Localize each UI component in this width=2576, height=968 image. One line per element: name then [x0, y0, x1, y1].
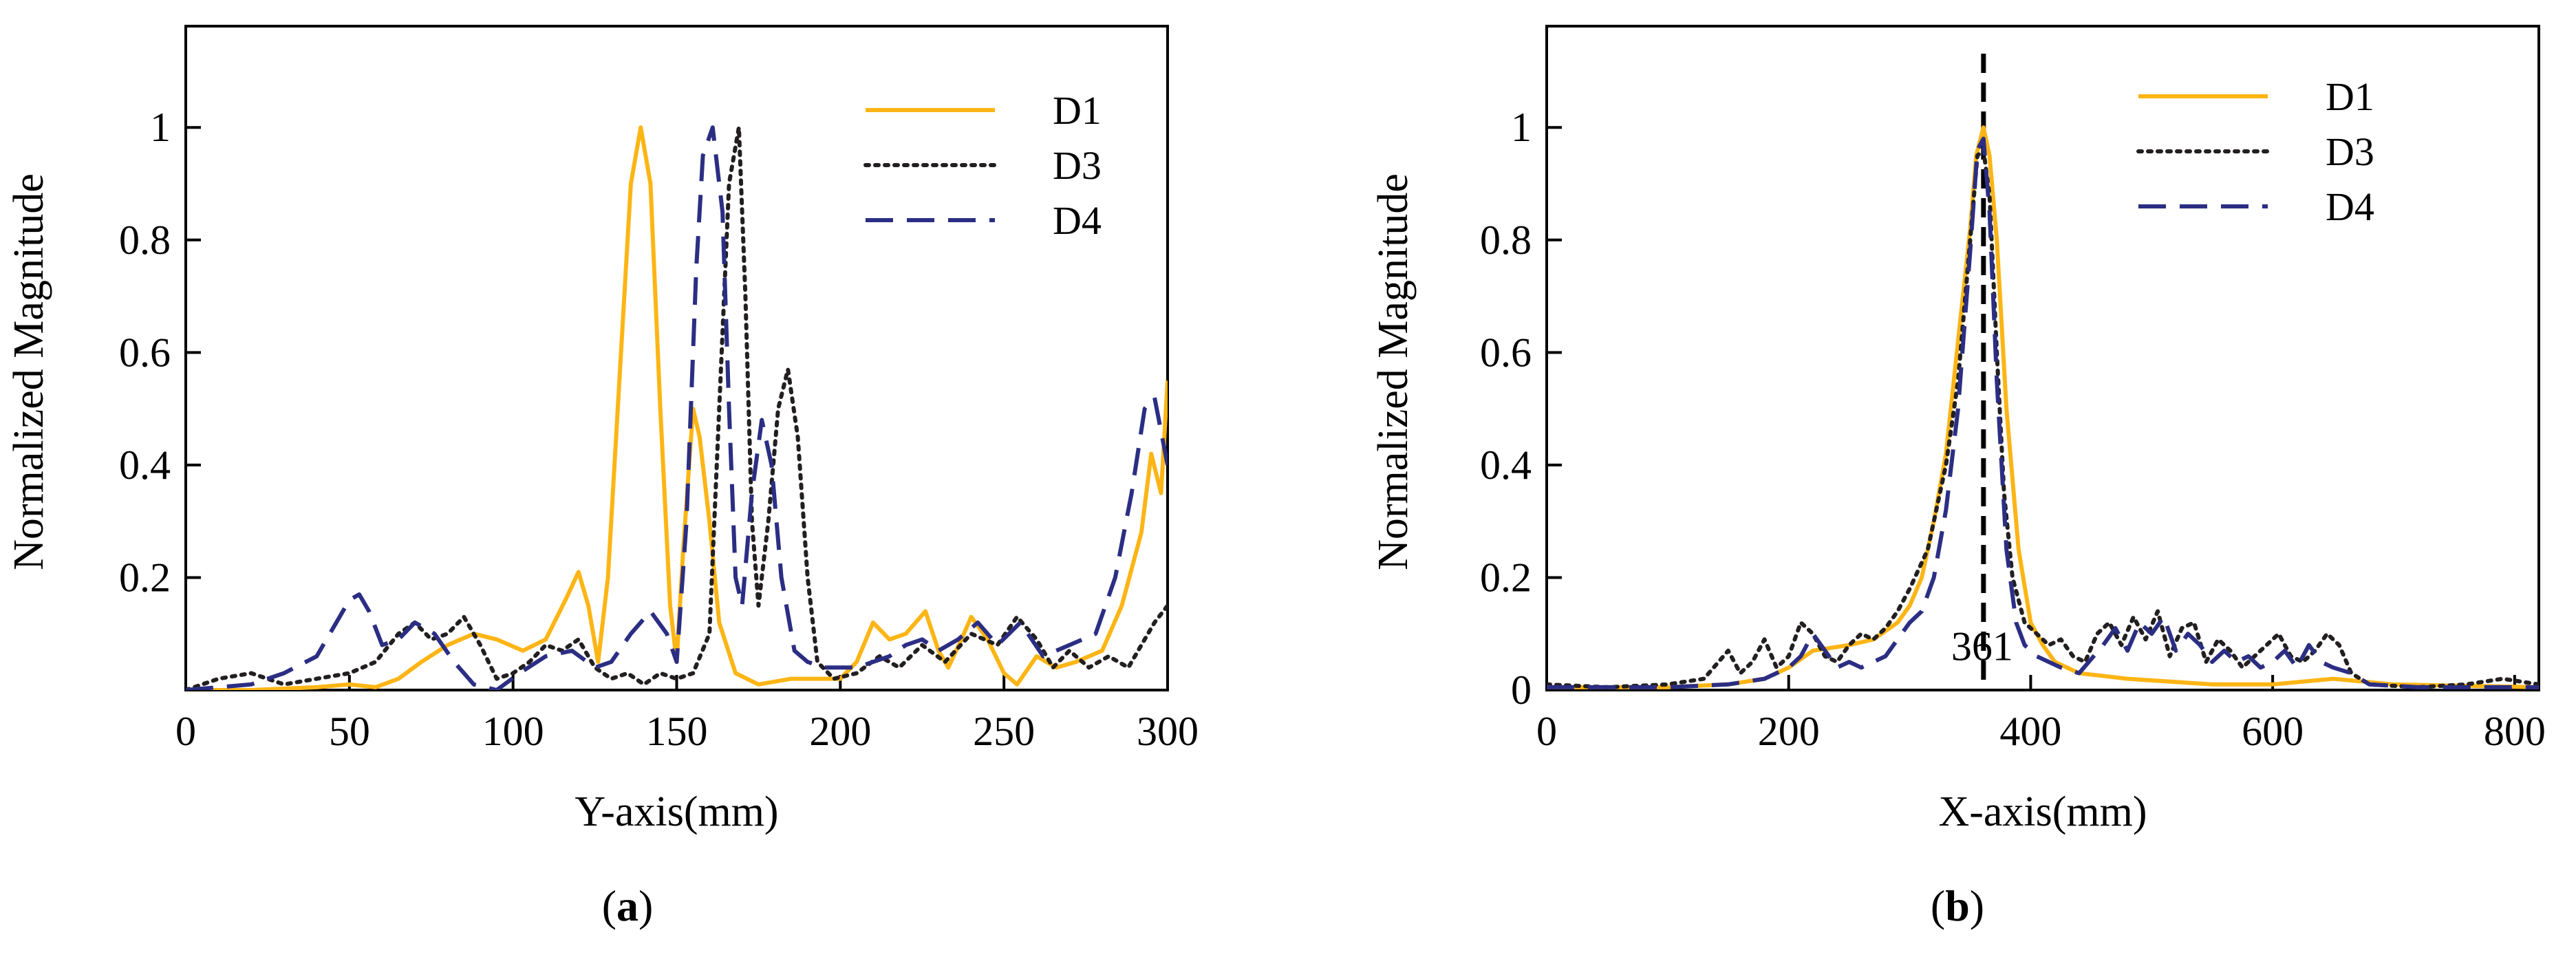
- panel-label-close: ): [1970, 881, 1984, 930]
- y-tick-label: 1: [1511, 105, 1532, 150]
- legend-label-d3: D3: [2326, 129, 2374, 174]
- panel-label-open: (: [1931, 881, 1945, 930]
- panel-label-letter: b: [1945, 881, 1970, 930]
- x-tick-label: 100: [482, 709, 544, 754]
- x-tick-label: 0: [175, 709, 196, 754]
- y-tick-label: 0.6: [119, 330, 171, 375]
- y-axis-title: Normalized Magnitude: [1370, 173, 1417, 570]
- legend-label-d4: D4: [1053, 198, 1102, 243]
- panel-label: (b): [1931, 881, 1984, 930]
- plot-frame: [1545, 25, 2540, 691]
- y-tick-label: 0.6: [1480, 330, 1532, 375]
- x-tick-label: 0: [1536, 709, 1557, 754]
- chart-panel-b: 0 200 400 600 800 0 0.2 0.4 0.6 0.8 1 X-axis(mm) Nor…: [1370, 25, 2546, 930]
- y-tick-label: 0.2: [119, 555, 171, 600]
- x-tick-label: 600: [2242, 709, 2304, 754]
- series-line-d4: [1547, 136, 2539, 689]
- chart-panel-a: 0 50 100 150 200 250 300 0.2 0.4 0.6 0.8 1 Y-axis(mm…: [6, 25, 1199, 930]
- x-tick-label: 250: [973, 709, 1035, 754]
- y-tick-label: 0: [1511, 667, 1532, 713]
- x-tick-label: 150: [646, 709, 708, 754]
- x-tick-label: 50: [329, 709, 370, 754]
- y-tick-label: 1: [150, 105, 171, 150]
- y-axis-title: Normalized Magnitude: [6, 173, 52, 570]
- series-line-d4: [186, 125, 1168, 690]
- panel-label-close: ): [638, 881, 653, 930]
- x-tick-label: 200: [809, 709, 871, 754]
- x-tick-label: 400: [1999, 709, 2061, 754]
- series-line-d1: [186, 125, 1168, 690]
- x-tick-label: 300: [1137, 709, 1199, 754]
- panel-label: (a): [602, 881, 654, 930]
- panel-label-letter: a: [616, 881, 638, 930]
- x-axis-title: Y-axis(mm): [575, 788, 778, 835]
- x-tick-label: 200: [1758, 709, 1820, 754]
- legend-label-d1: D1: [1053, 88, 1102, 133]
- y-tick-label: 0.8: [119, 217, 171, 263]
- y-tick-label: 0.4: [1480, 442, 1532, 488]
- x-tick-label: 800: [2484, 709, 2546, 754]
- legend-label-d1: D1: [2326, 74, 2374, 119]
- panel-label-open: (: [602, 881, 616, 930]
- x-axis-title: X-axis(mm): [1938, 788, 2147, 835]
- y-tick-label: 0.4: [119, 442, 171, 488]
- legend-label-d3: D3: [1053, 143, 1102, 188]
- legend-label-d4: D4: [2326, 184, 2374, 229]
- y-tick-label: 0.8: [1480, 217, 1532, 263]
- series-line-d3: [1547, 147, 2539, 689]
- y-tick-label: 0.2: [1480, 555, 1532, 600]
- annotation-label: 361: [1951, 624, 2013, 669]
